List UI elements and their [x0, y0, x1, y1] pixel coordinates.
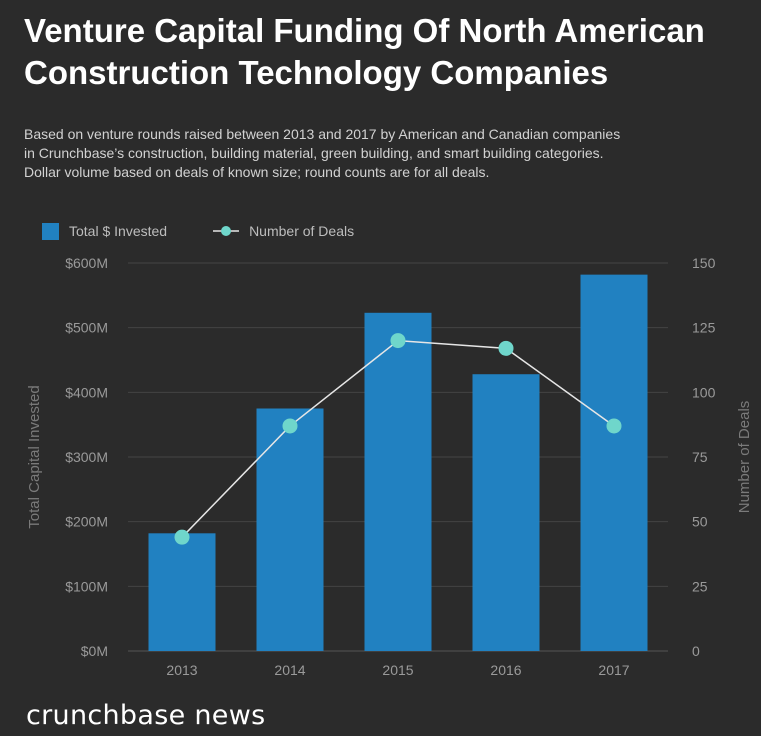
- tick-labels: $0M 0 $100M 25 $200M 50 $300M 75 $400M 100 $500M 12…: [65, 255, 715, 678]
- bar-2016: [472, 374, 540, 651]
- bar-2015: [364, 312, 432, 651]
- deals-point-2013: [174, 529, 190, 545]
- x-tick-label: 2014: [274, 662, 305, 678]
- bar-series: [148, 274, 648, 651]
- bar-2013: [148, 533, 216, 651]
- legend-bar-swatch-icon: [42, 222, 59, 240]
- y-tick-label-right: 150: [692, 255, 716, 271]
- y-axis-title-right: Number of Deals: [736, 401, 753, 514]
- legend-line-marker-icon: [213, 226, 240, 236]
- chart-title-line-2: Construction Technology Companies: [24, 54, 609, 91]
- bar-2017: [580, 274, 648, 651]
- chart-subtitle: Based on venture rounds raised between 2…: [24, 125, 754, 182]
- deals-point-2016: [498, 340, 514, 356]
- chart-subtitle-line-2: in Crunchbase’s construction, building m…: [24, 145, 604, 161]
- deals-point-2015: [390, 333, 406, 349]
- y-tick-label-right: 75: [692, 449, 708, 465]
- chart-legend: Total $ Invested Number of Deals: [42, 220, 400, 242]
- x-tick-label: 2015: [382, 662, 413, 678]
- legend-item-total-invested: Total $ Invested: [42, 222, 168, 240]
- y-tick-label-right: 0: [692, 643, 700, 659]
- y-tick-label-right: 125: [692, 320, 716, 336]
- legend-item-number-of-deals: Number of Deals: [213, 223, 354, 239]
- chart-subtitle-line-1: Based on venture rounds raised between 2…: [24, 126, 621, 142]
- chart-title: Venture Capital Funding Of North America…: [24, 10, 754, 94]
- y-tick-label-left: $600M: [65, 255, 108, 271]
- y-tick-label-right: 50: [692, 514, 708, 530]
- y-axis-title-left: Total Capital Invested: [26, 385, 43, 528]
- y-tick-label-left: $100M: [65, 578, 108, 594]
- crunchbase-news-logo: crunchbase news: [26, 700, 266, 731]
- bar-2014: [256, 408, 324, 651]
- y-tick-label-left: $0M: [81, 643, 108, 659]
- deals-point-2014: [282, 418, 298, 434]
- y-tick-label-left: $500M: [65, 320, 108, 336]
- y-tick-label-right: 100: [692, 384, 716, 400]
- y-tick-label-left: $200M: [65, 514, 108, 530]
- y-tick-label-left: $400M: [65, 384, 108, 400]
- x-tick-label: 2017: [598, 662, 629, 678]
- y-tick-label-right: 25: [692, 578, 708, 594]
- deals-point-2017: [606, 418, 622, 434]
- legend-label-total-invested: Total $ Invested: [69, 223, 168, 239]
- x-tick-label: 2013: [166, 662, 197, 678]
- y-tick-label-left: $300M: [65, 449, 108, 465]
- x-tick-label: 2016: [490, 662, 521, 678]
- legend-label-number-of-deals: Number of Deals: [249, 223, 355, 239]
- chart-subtitle-line-3: Dollar volume based on deals of known si…: [24, 164, 490, 180]
- chart-title-line-1: Venture Capital Funding Of North America…: [24, 12, 705, 49]
- line-series: [174, 333, 622, 545]
